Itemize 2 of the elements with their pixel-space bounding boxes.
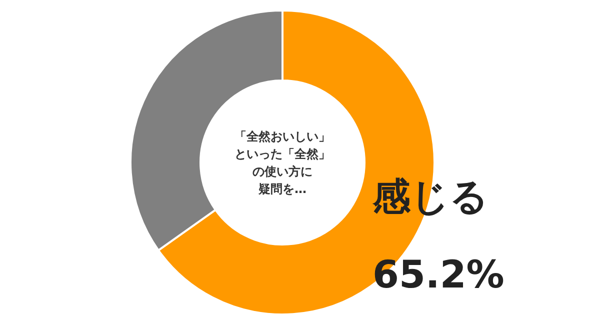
text: 「全然おいしい」といった「全然」の使い方に疑問を…: [234, 129, 330, 196]
data-label: 65.2%: [372, 252, 504, 296]
